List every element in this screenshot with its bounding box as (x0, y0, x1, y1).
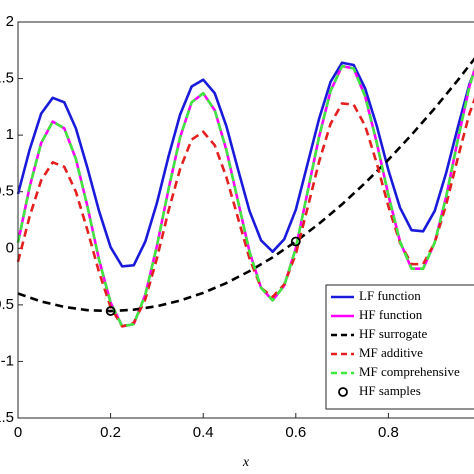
axes-layer: 0 0.2 0.4 0.6 0.8 -1.5 -1 -0.5 0 0.5 1 1.5 2 (0, 13, 399, 441)
series-line (16, 64, 474, 328)
y-tick-label: -0.5 (0, 296, 14, 313)
x-tick-label: 0.8 (378, 424, 399, 441)
series-line (17, 57, 474, 313)
y-tick-label: 0 (6, 239, 14, 256)
y-tick-label: -1 (1, 352, 14, 369)
sample-point (105, 306, 116, 316)
legend: LF function HF function HF surrogate MF add… (325, 284, 474, 410)
legend-label: MF comprehensive (359, 364, 460, 379)
legend-label: HF samples (359, 383, 421, 398)
y-tick-label: 2 (6, 13, 14, 30)
sample-point (290, 236, 301, 247)
y-tick-label: 1 (6, 126, 14, 143)
plot-frame (17, 21, 474, 419)
lines-layer (16, 57, 474, 328)
series-line (16, 97, 474, 328)
x-tick-label: 0.4 (193, 424, 214, 441)
series-line (16, 61, 474, 268)
x-axis-label: x (242, 455, 250, 470)
legend-label: HF surrogate (359, 326, 427, 341)
x-tick-label: 0.2 (100, 424, 121, 441)
y-tick-label: -1.5 (0, 409, 14, 426)
legend-marker (338, 387, 348, 397)
y-tick-label: 0.5 (0, 183, 14, 200)
x-tick-label: 0 (14, 424, 22, 441)
x-tick-label: 0.6 (285, 424, 306, 441)
legend-label: HF function (359, 307, 423, 322)
legend-box (325, 284, 474, 410)
y-tick-label: 1.5 (0, 70, 14, 87)
legend-label: LF function (359, 288, 421, 303)
legend-label: MF additive (359, 345, 423, 360)
